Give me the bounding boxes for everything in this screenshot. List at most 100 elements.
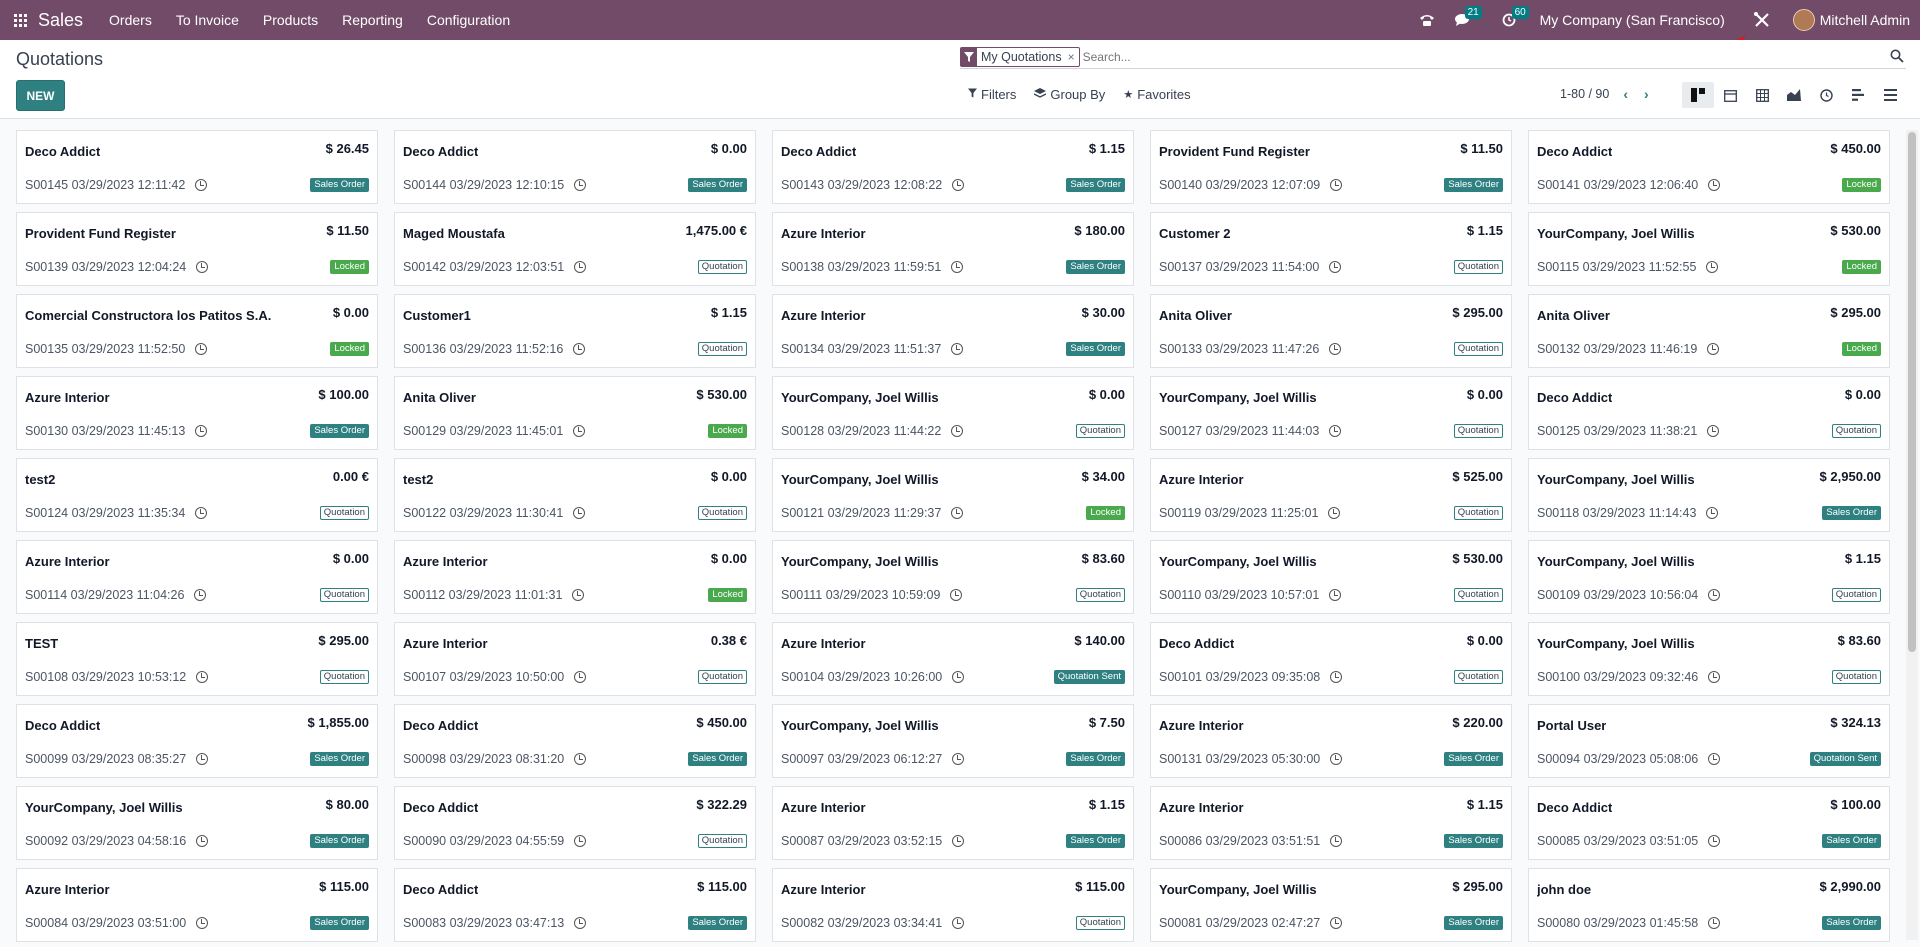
activity-clock-icon[interactable] — [194, 589, 207, 601]
activity-clock-icon[interactable] — [573, 343, 586, 355]
search-facet[interactable]: My Quotations × — [960, 46, 1080, 67]
activity-clock-icon[interactable] — [1708, 753, 1721, 765]
quotation-card[interactable]: YourCompany, Joel Willis $ 7.50 S00097 03/… — [772, 704, 1134, 778]
activity-clock-icon[interactable] — [573, 507, 586, 519]
apps-menu-icon[interactable] — [2, 0, 38, 40]
quotation-card[interactable]: Deco Addict $ 0.00 S00125 03/29/2023 11:38… — [1528, 376, 1890, 450]
quotation-card[interactable]: Azure Interior $ 115.00 S00082 03/29/2023 … — [772, 868, 1134, 942]
activity-clock-icon[interactable] — [573, 425, 586, 437]
activity-clock-icon[interactable] — [952, 671, 965, 683]
activity-clock-icon[interactable] — [1330, 179, 1343, 191]
activity-clock-icon[interactable] — [195, 425, 208, 437]
graph-view-icon[interactable] — [1778, 82, 1810, 108]
pivot-view-icon[interactable] — [1746, 82, 1778, 108]
activities-icon[interactable]: 60 — [1502, 6, 1529, 27]
activity-clock-icon[interactable] — [1330, 671, 1343, 683]
activity-clock-icon[interactable] — [1706, 507, 1719, 519]
activity-clock-icon[interactable] — [196, 835, 209, 847]
quotation-card[interactable]: Azure Interior 0.38 € S00107 03/29/2023 10… — [394, 622, 756, 696]
quotation-card[interactable]: TEST $ 295.00 S00108 03/29/2023 10:53:12 Qu… — [16, 622, 378, 696]
activity-clock-icon[interactable] — [1330, 753, 1343, 765]
scrollbar-thumb[interactable] — [1908, 132, 1916, 652]
activity-clock-icon[interactable] — [1330, 835, 1343, 847]
menu-configuration[interactable]: Configuration — [426, 12, 511, 28]
quotation-card[interactable]: YourCompany, Joel Willis $ 295.00 S00081 0… — [1150, 868, 1512, 942]
quotation-card[interactable]: Azure Interior $ 30.00 S00134 03/29/2023 1… — [772, 294, 1134, 368]
company-switcher[interactable]: My Company (San Francisco) — [1539, 12, 1725, 28]
quotation-card[interactable]: YourCompany, Joel Willis $ 2,950.00 S00118… — [1528, 458, 1890, 532]
menu-orders[interactable]: Orders — [109, 12, 152, 28]
activity-clock-icon[interactable] — [574, 261, 587, 273]
activity-clock-icon[interactable] — [196, 671, 209, 683]
list-view-icon[interactable] — [1874, 82, 1906, 108]
quotation-card[interactable]: YourCompany, Joel Willis $ 80.00 S00092 03… — [16, 786, 378, 860]
quotation-card[interactable]: Azure Interior $ 1.15 S00087 03/29/2023 03… — [772, 786, 1134, 860]
quotation-card[interactable]: test2 0.00 € S00124 03/29/2023 11:35:34 Quo… — [16, 458, 378, 532]
quotation-card[interactable]: Deco Addict $ 1.15 S00143 03/29/2023 12:08… — [772, 130, 1134, 204]
quotation-card[interactable]: Deco Addict $ 450.00 S00141 03/29/2023 12:… — [1528, 130, 1890, 204]
activity-clock-icon[interactable] — [196, 261, 209, 273]
quotation-card[interactable]: Azure Interior $ 100.00 S00130 03/29/2023 … — [16, 376, 378, 450]
new-button[interactable]: NEW — [16, 80, 65, 111]
quotation-card[interactable]: Customer 2 $ 1.15 S00137 03/29/2023 11:54:… — [1150, 212, 1512, 286]
quotation-card[interactable]: YourCompany, Joel Willis $ 34.00 S00121 03… — [772, 458, 1134, 532]
quotation-card[interactable]: YourCompany, Joel Willis $ 0.00 S00128 03/… — [772, 376, 1134, 450]
activity-clock-icon[interactable] — [952, 753, 965, 765]
favorites-button[interactable]: ★ Favorites — [1123, 87, 1190, 102]
quotation-card[interactable]: Deco Addict $ 100.00 S00085 03/29/2023 03:… — [1528, 786, 1890, 860]
quotation-card[interactable]: Deco Addict $ 450.00 S00098 03/29/2023 08:… — [394, 704, 756, 778]
pager-next-icon[interactable]: › — [1644, 86, 1649, 102]
filters-button[interactable]: Filters — [968, 87, 1016, 102]
activity-clock-icon[interactable] — [1330, 917, 1343, 929]
activity-clock-icon[interactable] — [951, 507, 964, 519]
activity-clock-icon[interactable] — [195, 507, 208, 519]
quotation-card[interactable]: john doe $ 2,990.00 S00080 03/29/2023 01:4… — [1528, 868, 1890, 942]
activity-clock-icon[interactable] — [1708, 179, 1721, 191]
pager-previous-icon[interactable]: ‹ — [1623, 86, 1629, 102]
search-icon[interactable] — [1890, 49, 1904, 66]
activity-clock-icon[interactable] — [950, 589, 963, 601]
activity-clock-icon[interactable] — [574, 179, 587, 191]
activity-clock-icon[interactable] — [951, 425, 964, 437]
menu-reporting[interactable]: Reporting — [342, 12, 403, 28]
quotation-card[interactable]: YourCompany, Joel Willis $ 83.60 S00100 03… — [1528, 622, 1890, 696]
activity-clock-icon[interactable] — [574, 917, 587, 929]
quotation-card[interactable]: Anita Oliver $ 295.00 S00133 03/29/2023 11… — [1150, 294, 1512, 368]
quotation-card[interactable]: Anita Oliver $ 295.00 S00132 03/29/2023 11… — [1528, 294, 1890, 368]
quotation-card[interactable]: Azure Interior $ 180.00 S00138 03/29/2023 … — [772, 212, 1134, 286]
activity-clock-icon[interactable] — [1329, 261, 1342, 273]
user-menu[interactable]: Mitchell Admin — [1792, 9, 1910, 31]
calendar-view-icon[interactable] — [1714, 82, 1746, 108]
activity-clock-icon[interactable] — [196, 917, 209, 929]
search-input[interactable] — [1082, 49, 1906, 64]
activity-clock-icon[interactable] — [1708, 835, 1721, 847]
quotation-card[interactable]: Deco Addict $ 1,855.00 S00099 03/29/2023 0… — [16, 704, 378, 778]
debug-tools-icon[interactable] — [1753, 11, 1771, 29]
quotation-card[interactable]: Azure Interior $ 0.00 S00114 03/29/2023 11… — [16, 540, 378, 614]
quotation-card[interactable]: Provident Fund Register $ 11.50 S00139 03/… — [16, 212, 378, 286]
scrollbar[interactable] — [1906, 130, 1918, 940]
activity-clock-icon[interactable] — [952, 179, 965, 191]
quotation-card[interactable]: Deco Addict $ 322.29 S00090 03/29/2023 04:… — [394, 786, 756, 860]
kanban-view-icon[interactable] — [1682, 82, 1714, 108]
quotation-card[interactable]: Anita Oliver $ 530.00 S00129 03/29/2023 11… — [394, 376, 756, 450]
activity-clock-icon[interactable] — [952, 835, 965, 847]
activity-clock-icon[interactable] — [952, 917, 965, 929]
quotation-card[interactable]: Customer1 $ 1.15 S00136 03/29/2023 11:52:1… — [394, 294, 756, 368]
activity-clock-icon[interactable] — [196, 753, 209, 765]
quotation-card[interactable]: Azure Interior $ 115.00 S00084 03/29/2023 … — [16, 868, 378, 942]
activity-clock-icon[interactable] — [1707, 343, 1720, 355]
facet-close-icon[interactable]: × — [1067, 49, 1075, 64]
app-brand[interactable]: Sales — [38, 9, 84, 30]
activity-clock-icon[interactable] — [1329, 589, 1342, 601]
quotation-card[interactable]: YourCompany, Joel Willis $ 530.00 S00115 0… — [1528, 212, 1890, 286]
pager-value[interactable]: 1-80 / 90 — [1560, 87, 1610, 101]
activity-clock-icon[interactable] — [1708, 917, 1721, 929]
activity-clock-icon[interactable] — [195, 343, 208, 355]
quotation-card[interactable]: Azure Interior $ 0.00 S00112 03/29/2023 11… — [394, 540, 756, 614]
activity-clock-icon[interactable] — [1328, 507, 1341, 519]
quotation-card[interactable]: Portal User $ 324.13 S00094 03/29/2023 05:… — [1528, 704, 1890, 778]
gantt-view-icon[interactable] — [1842, 82, 1874, 108]
quotation-card[interactable]: Deco Addict $ 0.00 S00144 03/29/2023 12:10… — [394, 130, 756, 204]
activity-clock-icon[interactable] — [1706, 261, 1719, 273]
